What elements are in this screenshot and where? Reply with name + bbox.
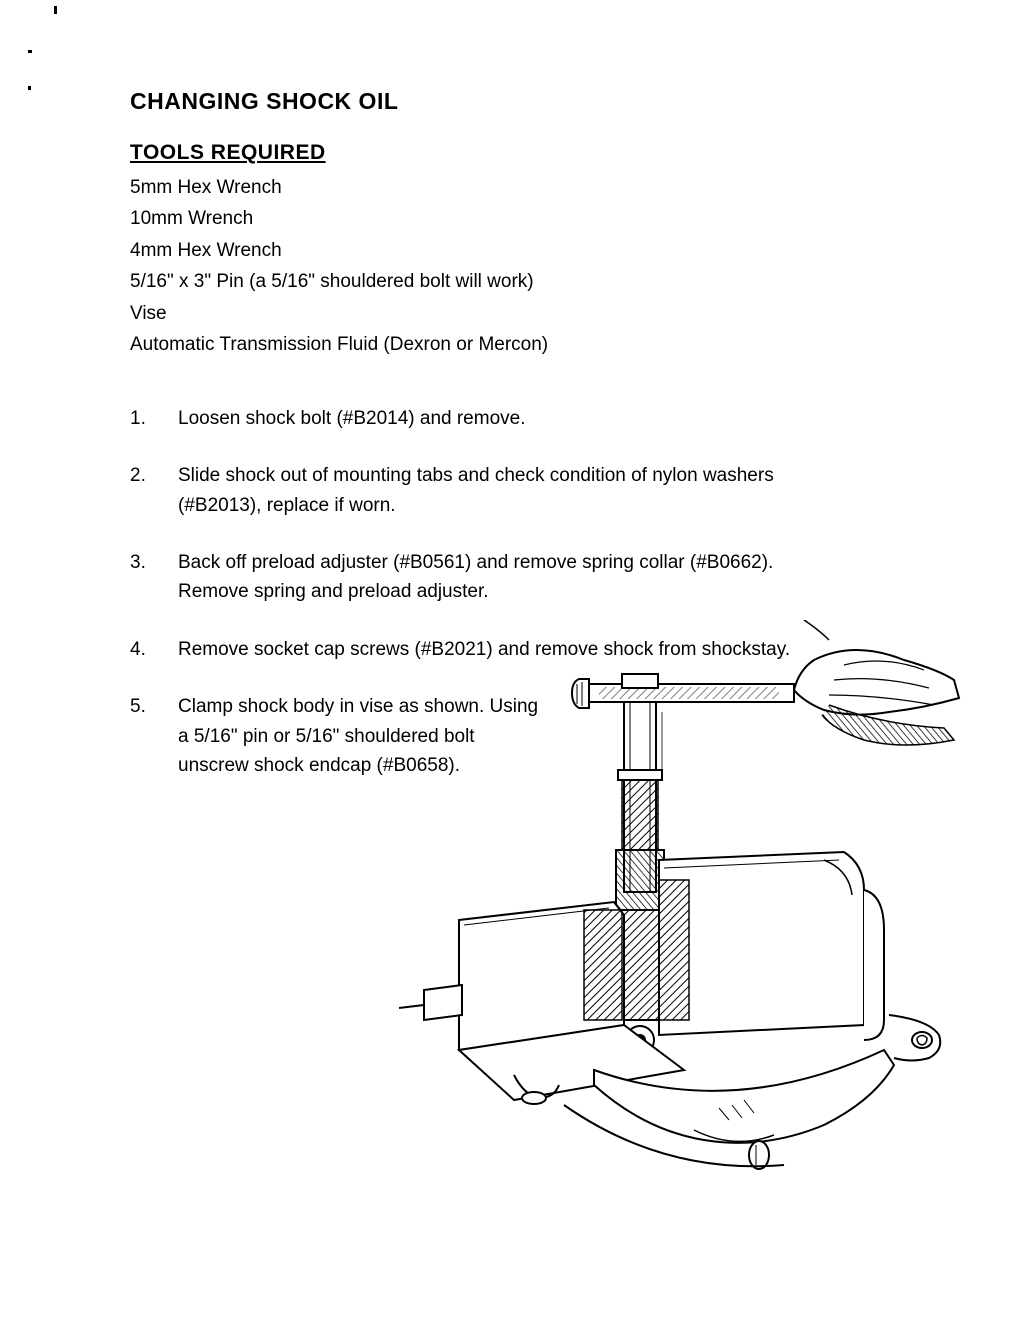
tool-item: 4mm Hex Wrench [130,236,894,265]
step-text: Back off preload adjuster (#B0561) and r… [178,548,798,607]
step-item: 2. Slide shock out of mounting tabs and … [130,461,894,520]
step-number: 3. [130,548,178,607]
pin-crossbar [572,679,794,708]
tool-item: Vise [130,299,894,328]
scan-artifact [54,6,57,14]
tool-item: Automatic Transmission Fluid (Dexron or … [130,330,894,359]
hand-sketch [794,650,959,745]
tool-item: 5/16" x 3" Pin (a 5/16" shouldered bolt … [130,267,894,296]
step-item: 1. Loosen shock bolt (#B2014) and remove… [130,404,894,433]
step-number: 4. [130,635,178,664]
tools-required-heading: TOOLS REQUIRED [130,141,894,165]
step-text: Slide shock out of mounting tabs and che… [178,461,798,520]
page-title: CHANGING SHOCK OIL [130,88,894,115]
vise-rear-jaw [659,852,884,1040]
scan-artifact [28,50,32,53]
step-text: Loosen shock bolt (#B2014) and remove. [178,404,526,433]
vise-drawing-svg [384,620,964,1180]
step-item: 3. Back off preload adjuster (#B0561) an… [130,548,894,607]
vise-illustration [384,620,964,1180]
step-number: 5. [130,692,178,780]
step-number: 1. [130,404,178,433]
tools-list: 5mm Hex Wrench 10mm Wrench 4mm Hex Wrenc… [130,173,894,360]
scan-artifact [28,86,31,90]
tool-item: 10mm Wrench [130,204,894,233]
step-number: 2. [130,461,178,520]
tool-item: 5mm Hex Wrench [130,173,894,202]
